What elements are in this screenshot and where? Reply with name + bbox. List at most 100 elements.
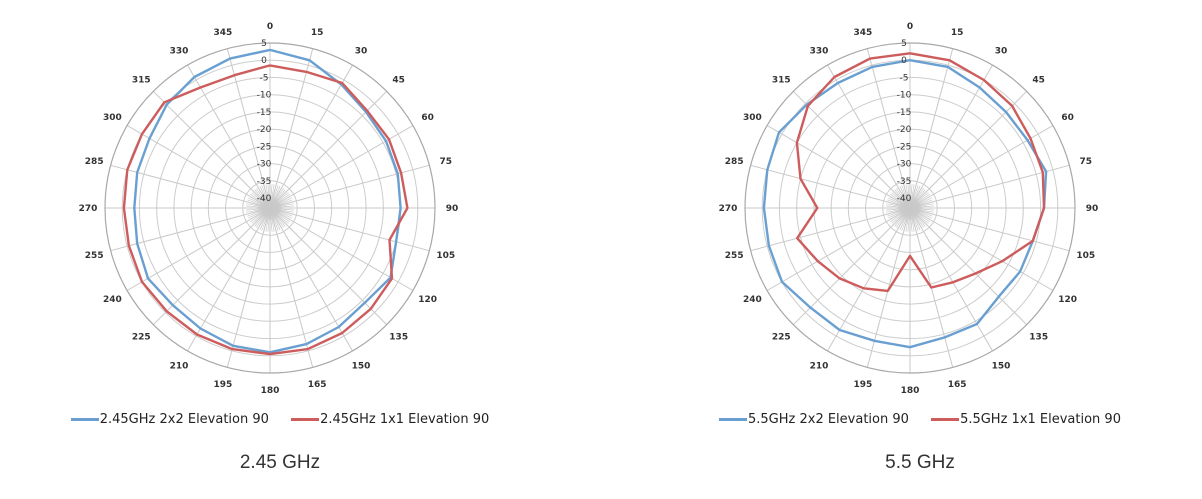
- hub-gridline: [269, 207, 285, 228]
- hub-gridline: [269, 189, 286, 209]
- series-line-1: [133, 48, 402, 354]
- angle-tick-label: 285: [725, 157, 744, 167]
- angle-tick-label: 60: [421, 113, 434, 123]
- radial-tick-label: -40: [257, 194, 272, 204]
- spoke-gridline: [909, 207, 1054, 291]
- radial-tick-label: -20: [897, 125, 912, 135]
- radial-tick-label: -25: [257, 142, 272, 152]
- angle-tick-label: 270: [719, 204, 738, 214]
- angle-tick-label: 150: [352, 362, 371, 372]
- angle-tick-label: 285: [85, 157, 104, 167]
- hub-gridline: [269, 190, 288, 209]
- hub-gridline: [255, 188, 271, 209]
- angle-tick-label: 315: [132, 75, 151, 85]
- spoke-gridline: [750, 207, 911, 252]
- radial-tick-label: -35: [257, 177, 272, 187]
- hub-gridline: [252, 207, 271, 226]
- hub-gridline: [909, 203, 934, 209]
- radial-tick-label: -15: [897, 108, 912, 118]
- spoke-gridline: [909, 207, 1028, 326]
- ring-gridline: [744, 42, 1076, 374]
- series-line-1: [762, 59, 1048, 349]
- hub-gridline: [909, 207, 934, 211]
- angle-tick-label: 300: [103, 113, 122, 123]
- legend-item-series-1: 2.45GHz 2x2 Elevation 90: [70, 412, 269, 427]
- hub-gridline: [909, 195, 931, 209]
- hub-gridline: [894, 207, 911, 227]
- hub-gridline: [888, 197, 911, 209]
- angle-tick-label: 300: [743, 113, 762, 123]
- hub-gridline: [249, 195, 271, 209]
- angle-tick-label: 195: [214, 380, 233, 390]
- radial-tick-label: -30: [257, 160, 272, 170]
- hub-gridline: [909, 207, 928, 226]
- hub-gridline: [269, 207, 292, 219]
- hub-gridline: [905, 184, 911, 209]
- angle-tick-label: 210: [170, 362, 189, 372]
- radial-tick-label: -15: [257, 108, 272, 118]
- hub-gridline: [889, 195, 911, 209]
- hub-gridline: [257, 207, 271, 229]
- angle-tick-label: 105: [436, 251, 455, 261]
- hub-gridline: [907, 207, 911, 232]
- chart-caption: 2.45 GHz: [239, 452, 321, 473]
- ring-gridline: [847, 145, 973, 271]
- angle-tick-label: 210: [810, 362, 829, 372]
- hub-gridline: [269, 207, 289, 224]
- angle-tick-label: 30: [995, 46, 1008, 56]
- hub-gridline: [269, 207, 288, 226]
- legend: 2.45GHz 2x2 Elevation 90 2.45GHz 1x1 Ele…: [0, 412, 560, 427]
- angle-tick-label: 45: [392, 75, 405, 85]
- angle-tick-label: 150: [992, 362, 1011, 372]
- hub-gridline: [246, 207, 271, 211]
- spoke-gridline: [269, 207, 430, 252]
- hub-gridline: [897, 187, 911, 209]
- hub-gridline: [269, 207, 291, 221]
- hub-gridline: [909, 186, 921, 209]
- hub-gridline: [909, 207, 932, 219]
- hub-gridline: [889, 207, 911, 221]
- series-line-2: [122, 64, 409, 356]
- angle-tick-label: 255: [725, 251, 744, 261]
- chart-5-5ghz: 5 0 -5 -10 -15 -20 -25 -30 -35 -40 0 15 30 45 60 75 90 10…: [640, 0, 1200, 499]
- spoke-gridline: [269, 90, 388, 209]
- ring-gridline: [796, 94, 1024, 322]
- legend-swatch-blue: [719, 418, 747, 421]
- ring-gridline: [121, 59, 419, 357]
- hub-gridline: [909, 207, 929, 224]
- ring-gridline: [242, 180, 298, 236]
- ring-gridline: [104, 42, 436, 374]
- hub-gridline: [246, 207, 271, 213]
- angle-tick-label: 255: [85, 251, 104, 261]
- hub-gridline: [909, 190, 928, 209]
- angle-tick-label: 225: [132, 333, 151, 343]
- angle-tick-label: 240: [103, 295, 122, 305]
- hub-gridline: [250, 207, 271, 223]
- radial-tick-label: -5: [900, 73, 909, 83]
- ring-gridline: [761, 59, 1059, 357]
- legend-item-series-2: 2.45GHz 1x1 Elevation 90: [291, 412, 489, 427]
- hub-gridline: [269, 195, 291, 209]
- angle-tick-label: 195: [854, 380, 873, 390]
- hub-gridline: [909, 207, 925, 228]
- hub-gridline: [252, 190, 271, 209]
- angle-tick-label: 315: [772, 75, 791, 85]
- hub-gridline: [895, 188, 911, 209]
- spoke-gridline: [909, 90, 1028, 209]
- legend-swatch-blue: [70, 418, 99, 421]
- angle-tick-label: 0: [267, 22, 273, 32]
- hub-gridline: [892, 207, 911, 226]
- angle-tick-label: 15: [951, 28, 964, 38]
- hub-gridline: [886, 207, 911, 213]
- chart-caption: 5.5 GHz: [885, 452, 955, 473]
- ring-gridline: [156, 94, 384, 322]
- angle-tick-label: 90: [446, 204, 459, 214]
- ring-gridline: [778, 76, 1042, 340]
- ring-gridline: [882, 180, 938, 236]
- spoke-gridline: [909, 48, 954, 209]
- hub-gridline: [269, 207, 283, 229]
- hub-gridline: [909, 184, 913, 209]
- angle-tick-label: 240: [743, 295, 762, 305]
- polar-plot-2-45ghz: 50-5-10-15-20-25-30-35-40015304560759010…: [79, 22, 459, 396]
- radial-tick-label: 5: [901, 39, 907, 49]
